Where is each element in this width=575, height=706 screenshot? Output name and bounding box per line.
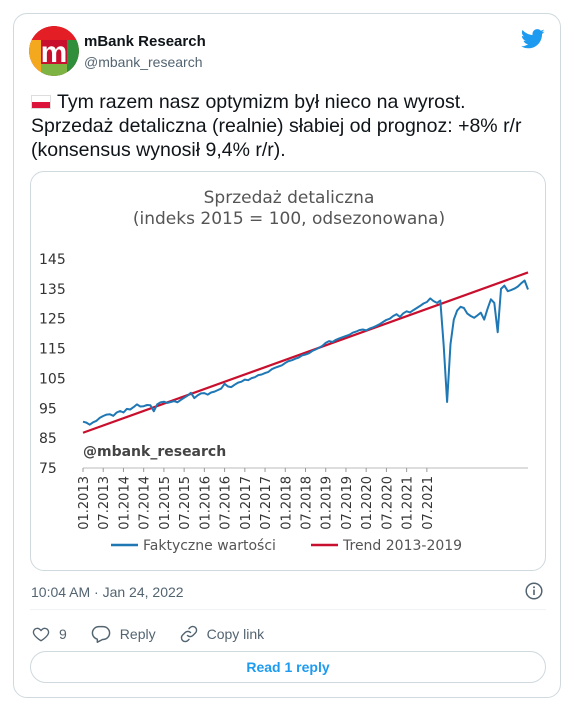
svg-text:m: m <box>41 36 68 69</box>
x-tick-label: 07.2014 <box>138 476 153 530</box>
flag-poland-icon <box>31 95 51 109</box>
x-tick-label: 01.2018 <box>279 476 294 530</box>
tweet-timestamp[interactable]: 10:04 AM · Jan 24, 2022 <box>31 584 184 600</box>
x-tick-label: 07.2015 <box>178 476 193 530</box>
tweet-text: Tym razem nasz optymizm był nieco na wyr… <box>31 90 551 162</box>
x-tick-label: 07.2013 <box>97 476 112 530</box>
legend-label-actual: Faktyczne wartości <box>143 538 276 554</box>
x-tick-label: 07.2021 <box>421 476 436 530</box>
copy-link-button[interactable]: Copy link <box>180 625 265 643</box>
x-tick-label: 01.2019 <box>320 476 335 530</box>
retail-sales-chart: Sprzedaż detaliczna (indeks 2015 = 100, … <box>39 188 529 554</box>
tweet-line-3: (konsensus wynosił 9,4% r/r). <box>31 139 286 161</box>
y-tick-label: 75 <box>39 461 57 477</box>
heart-icon <box>32 627 50 642</box>
y-tick-label: 95 <box>39 401 57 417</box>
y-tick-label: 125 <box>39 312 66 328</box>
x-tick-label: 01.2013 <box>77 476 92 530</box>
chart-title: Sprzedaż detaliczna <box>204 188 375 208</box>
y-tick-label: 135 <box>39 282 66 298</box>
reply-label: Reply <box>119 626 156 642</box>
x-tick-label: 07.2020 <box>380 476 395 530</box>
tweet-line-2: Sprzedaż detaliczna (realnie) słabiej od… <box>31 115 522 137</box>
avatar[interactable]: m <box>29 26 79 76</box>
tweet-actions: 9 Reply Copy link <box>32 623 288 645</box>
x-tick-label: 01.2020 <box>360 476 375 530</box>
x-tick-label: 07.2016 <box>219 476 234 530</box>
author-name[interactable]: mBank Research <box>84 33 206 50</box>
x-tick-label: 07.2019 <box>340 476 355 530</box>
x-tick-label: 01.2015 <box>158 476 173 530</box>
y-tick-label: 85 <box>39 431 57 447</box>
x-tick-label: 01.2017 <box>239 476 254 530</box>
x-tick-label: 01.2016 <box>198 476 213 530</box>
y-tick-label: 145 <box>39 252 66 268</box>
twitter-bird-icon[interactable] <box>521 29 545 49</box>
info-icon[interactable] <box>525 582 543 600</box>
trend-line <box>82 271 529 434</box>
read-replies-button[interactable]: Read 1 reply <box>30 651 546 683</box>
link-icon <box>180 625 197 643</box>
copy-link-label: Copy link <box>206 626 265 642</box>
reply-button[interactable]: Reply <box>91 625 156 643</box>
reply-bubble-icon <box>91 625 111 643</box>
like-button[interactable]: 9 <box>32 625 67 643</box>
x-tick-label: 07.2017 <box>259 476 274 530</box>
y-tick-label: 115 <box>39 342 66 358</box>
tweet-line-1: Tym razem nasz optymizm był nieco na wyr… <box>31 90 551 114</box>
author-handle[interactable]: @mbank_research <box>84 54 203 70</box>
legend-label-trend: Trend 2013-2019 <box>342 538 462 554</box>
tweet-card: m mBank Research @mbank_research Tym raz… <box>13 13 561 698</box>
x-tick-label: 01.2021 <box>401 476 416 530</box>
x-tick-label: 07.2018 <box>300 476 315 530</box>
chart-watermark: @mbank_research <box>83 444 226 460</box>
chart-subtitle: (indeks 2015 = 100, odsezonowana) <box>133 209 445 229</box>
y-tick-label: 105 <box>39 371 66 387</box>
x-tick-label: 01.2014 <box>117 476 132 530</box>
like-count: 9 <box>59 626 67 642</box>
actual-values-line <box>82 279 529 426</box>
mbank-logo-icon: m <box>29 26 79 76</box>
chart-image[interactable]: Sprzedaż detaliczna (indeks 2015 = 100, … <box>30 171 546 571</box>
divider <box>30 609 546 610</box>
